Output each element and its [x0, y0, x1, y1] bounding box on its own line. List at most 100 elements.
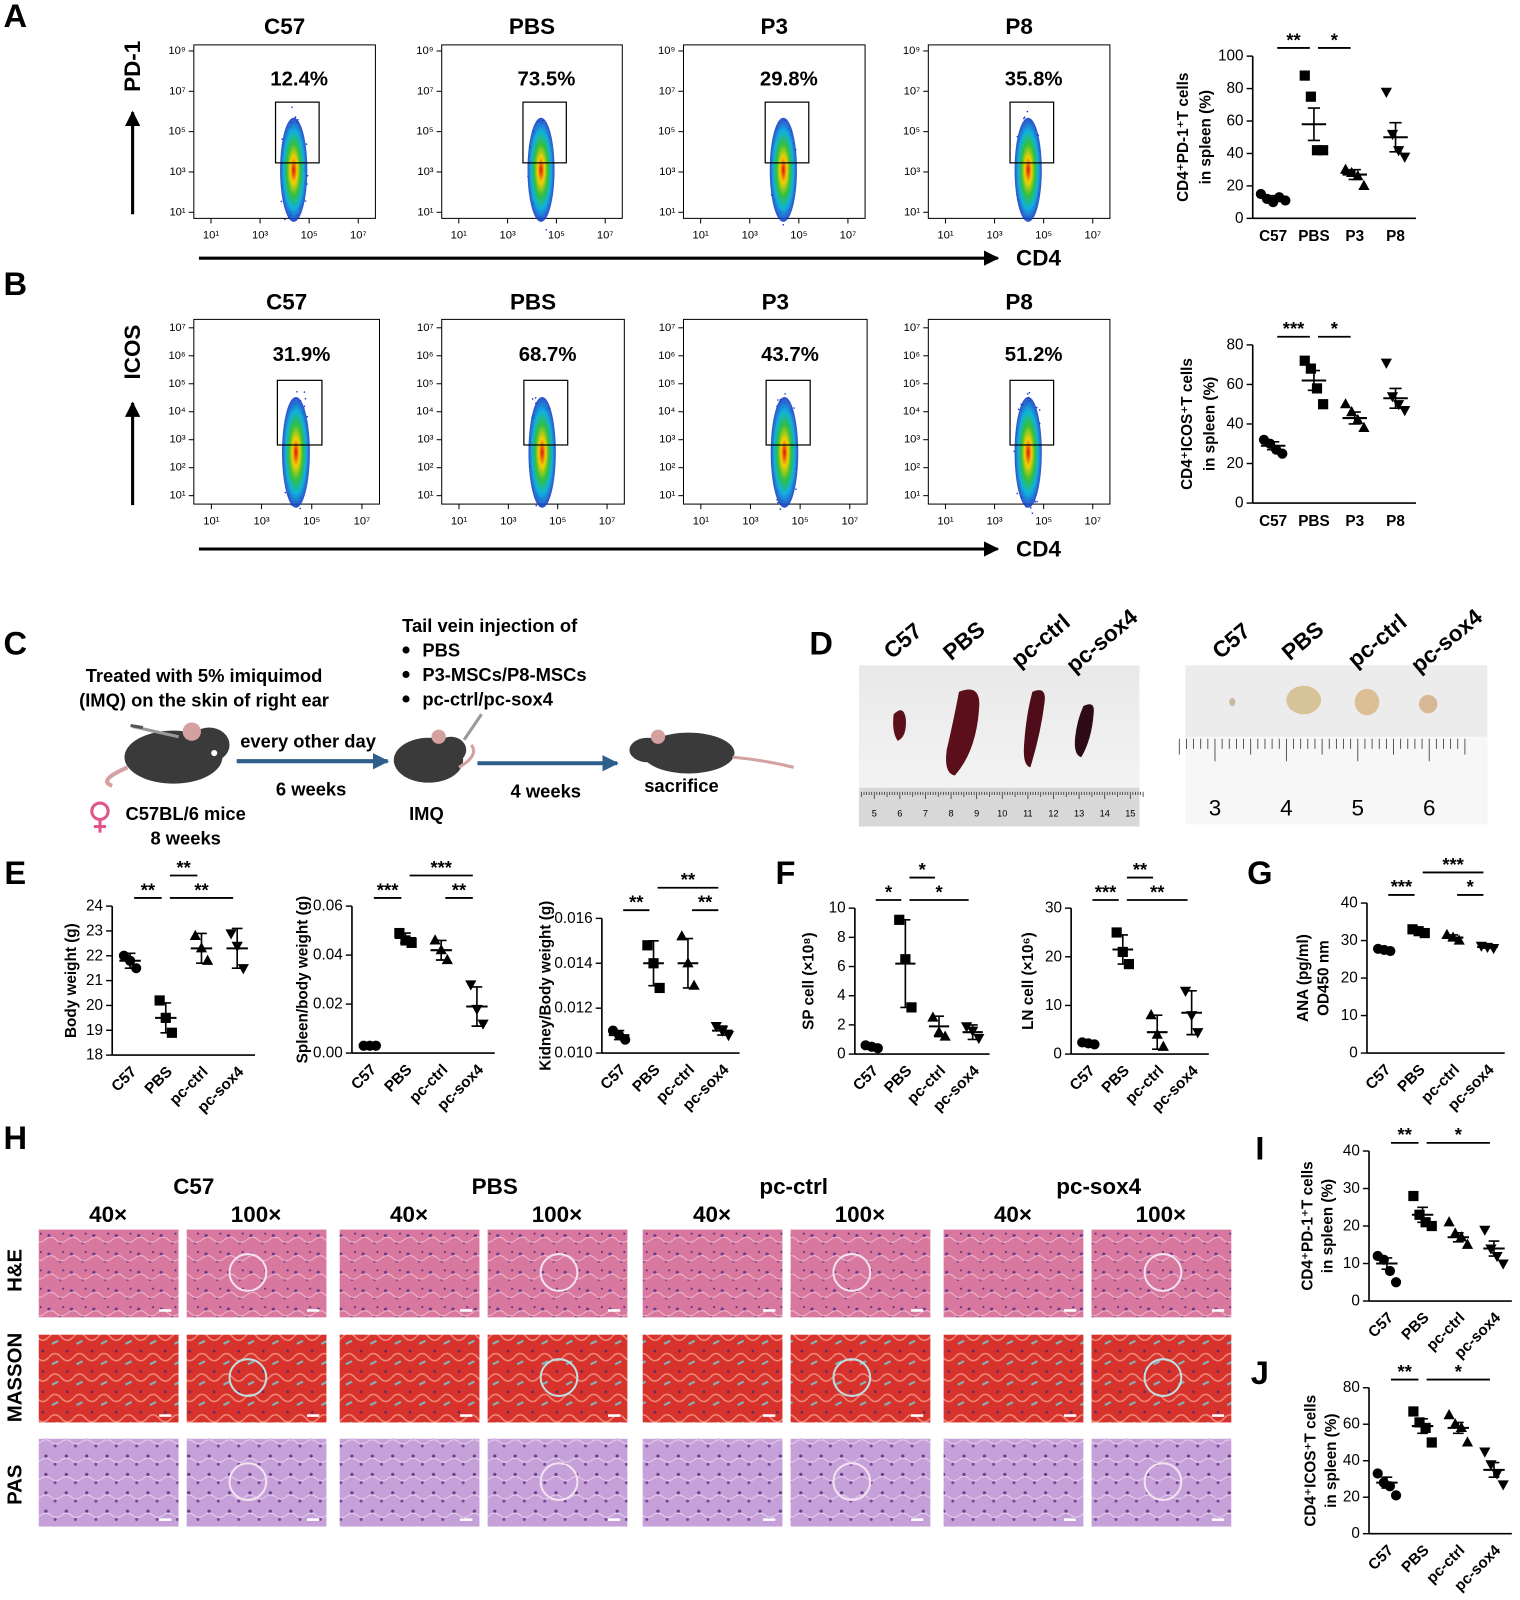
- x-tick-label: 10¹: [203, 515, 219, 527]
- x-tick-label: C57: [1259, 513, 1287, 530]
- y-tick-label: 10⁵: [903, 126, 920, 138]
- error-bar: [1117, 934, 1128, 965]
- y-tick-label: 10³: [659, 166, 675, 178]
- glomerulus: [539, 1462, 579, 1502]
- significance-label: *: [935, 881, 943, 902]
- density-cloud: [1014, 117, 1042, 222]
- scale-bar: [460, 1414, 473, 1417]
- histology-grid: [38, 1229, 1232, 1527]
- duration-label: 4 weeks: [511, 780, 581, 801]
- flow-plot: C57 12.4% 10¹ 10³ 10⁵ 10⁷ 10¹ 10³ 10⁵ 10⁷ 10⁹: [168, 14, 376, 242]
- data-point: [429, 934, 441, 945]
- scale-bar: [307, 1518, 320, 1521]
- y-tick-label: 10³: [659, 434, 675, 446]
- data-point: [1380, 87, 1392, 98]
- data-point: [710, 1022, 722, 1033]
- gate: [522, 101, 567, 164]
- micrograph: [38, 1438, 179, 1527]
- scale-bar: [1211, 1309, 1225, 1312]
- photo-label: C57: [879, 618, 927, 664]
- y-tick-label: 23: [86, 922, 103, 939]
- dot-plot: 0 20 40 60 80 100 CD4⁺PD-1⁺T cells in spleen (%…: [1175, 29, 1416, 245]
- mice-label: 8 weeks: [150, 827, 220, 848]
- y-tick-label: 10⁹: [903, 45, 920, 57]
- dot-plot: 0 10 20 30 40 CD4⁺PD-1⁺T cells in spleen (%) C5…: [1299, 1124, 1512, 1362]
- significance-label: *: [885, 881, 893, 902]
- y-tick-label: 22: [86, 947, 103, 964]
- panel-letter: H: [4, 1119, 28, 1156]
- y-axis-label: PD-1: [120, 41, 145, 92]
- panel-letter: G: [1247, 854, 1272, 891]
- y-tick-label: 20: [1045, 948, 1062, 965]
- magnification-label: 100×: [231, 1202, 282, 1227]
- y-tick-label: 20: [1343, 1489, 1360, 1506]
- magnification-label: 40×: [390, 1202, 428, 1227]
- ruler-number: 11: [1023, 808, 1033, 818]
- y-tick-label: 10²: [417, 462, 433, 474]
- error-bar: [1152, 1014, 1163, 1051]
- micrograph: [1091, 1438, 1232, 1527]
- glomerulus: [1143, 1253, 1183, 1292]
- y-tick-label: 10⁶: [416, 350, 433, 362]
- data-point: [1123, 958, 1135, 970]
- y-tick-label: 10: [829, 900, 846, 917]
- data-point: [1277, 448, 1288, 459]
- photo-lymph-node: [1185, 665, 1488, 825]
- panel-letter: I: [1255, 1129, 1264, 1166]
- event-dot: [1031, 512, 1034, 515]
- y-tick-label: 0: [1235, 210, 1244, 227]
- ruler-number: 5: [1352, 796, 1364, 821]
- y-tick-label: 0: [1351, 1525, 1360, 1542]
- x-tick-label: 10³: [252, 230, 268, 242]
- scale-bar: [763, 1518, 776, 1521]
- data-point: [1280, 195, 1291, 206]
- y-tick-label: 10⁷: [659, 85, 676, 97]
- y-tick-label: 10⁴: [416, 406, 433, 418]
- y-tick-label: 21: [86, 972, 103, 989]
- significance-label: ***: [430, 857, 452, 878]
- photo-label: pc-ctrl: [1343, 609, 1412, 672]
- data-point: [1419, 927, 1430, 939]
- x-tick-label: 10¹: [937, 515, 953, 527]
- significance-label: **: [681, 869, 696, 890]
- error-bar: [1413, 928, 1424, 935]
- x-tick-label: 10⁵: [301, 230, 318, 242]
- data-point: [1386, 129, 1399, 141]
- x-tick-label: 10⁷: [350, 230, 367, 242]
- flow-plot: PBS 68.7% 10¹ 10³ 10⁵ 10⁷ 10¹ 10² 10³ 10⁴ 10⁵ 10⁶ 10…: [416, 290, 625, 527]
- error-bar: [1452, 1231, 1464, 1243]
- x-tick-label: 10⁵: [1035, 230, 1052, 242]
- micrograph: [943, 1438, 1084, 1527]
- event-dot: [1023, 117, 1025, 120]
- y-tick-label: 8: [837, 929, 846, 946]
- gate: [274, 101, 320, 164]
- gate: [523, 379, 569, 446]
- data-point: [927, 1011, 939, 1022]
- x-tick-label: 10⁷: [1084, 515, 1101, 527]
- y-tick-label: 20: [1341, 970, 1358, 987]
- micrograph: [790, 1438, 931, 1527]
- gate: [764, 101, 810, 164]
- plot-title: P3: [761, 14, 788, 39]
- y-tick-label: 0: [1235, 495, 1244, 512]
- event-dot: [1016, 492, 1019, 495]
- y-tick-label: 10²: [169, 462, 185, 474]
- y-axis-label: CD4⁺ICOS⁺T cells: [1179, 358, 1196, 490]
- diagram: Treated with 5% imiquimod (IMQ) on the s…: [79, 615, 795, 848]
- event-dot: [291, 106, 293, 109]
- data-point: [642, 940, 653, 951]
- x-tick-label: 10¹: [451, 230, 467, 242]
- y-axis-label: ICOS: [120, 325, 145, 380]
- gate-percent: 31.9%: [273, 344, 331, 366]
- data-point: [1426, 1437, 1437, 1448]
- data-point: [1399, 152, 1411, 163]
- x-tick-label: 10³: [253, 515, 269, 527]
- error-bar: [613, 1029, 625, 1041]
- y-tick-label: 10¹: [417, 490, 433, 502]
- y-tick-label: 40: [1227, 415, 1244, 432]
- data-point: [1339, 398, 1352, 409]
- gate: [1009, 379, 1055, 446]
- ruler-number: 4: [1280, 796, 1292, 821]
